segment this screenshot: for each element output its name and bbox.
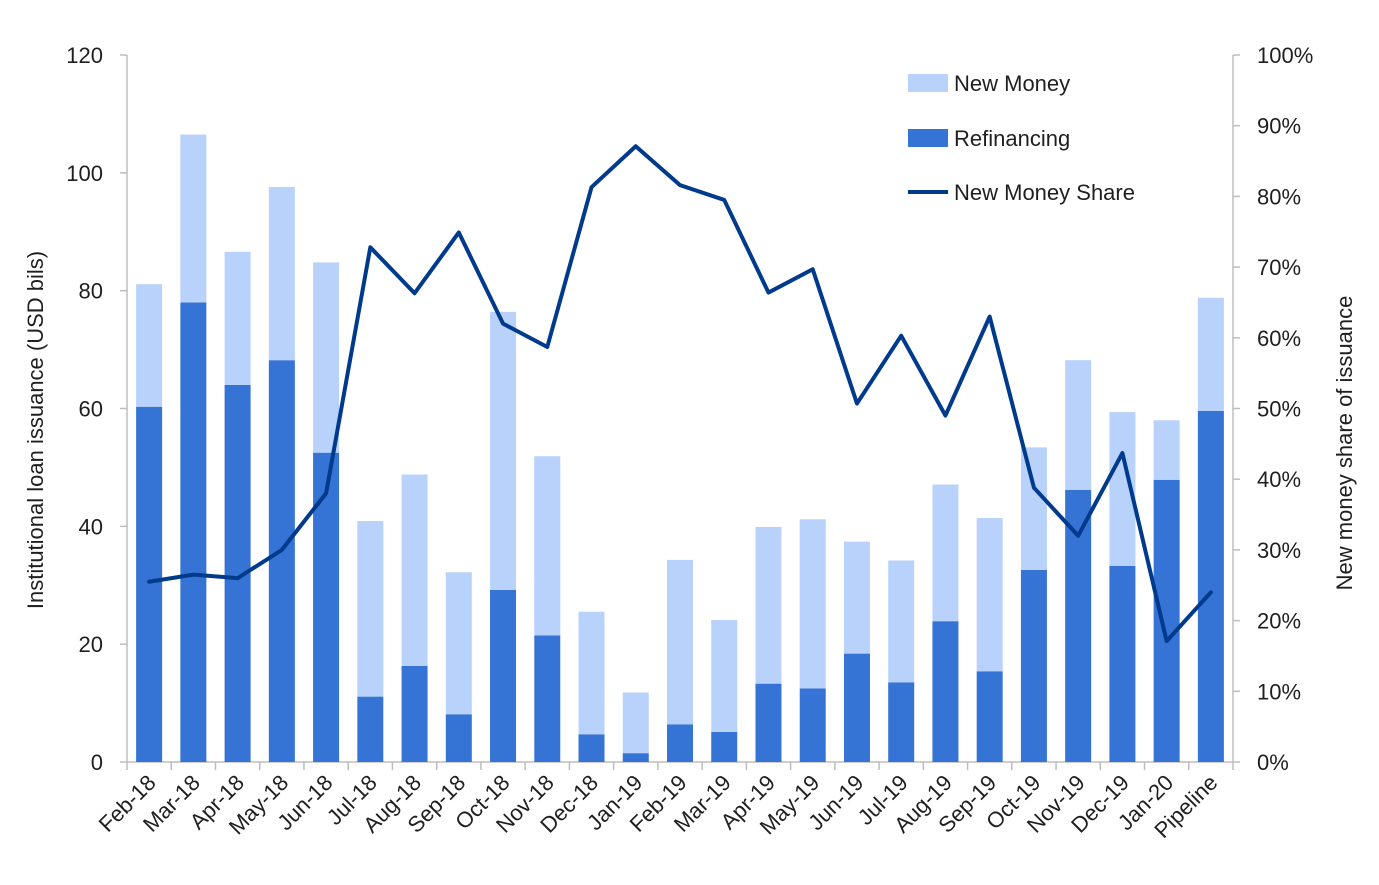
bar-new-money — [976, 518, 1003, 672]
bar-refinancing — [401, 665, 428, 762]
legend-label-refinancing: Refinancing — [954, 126, 1070, 151]
y2-tick-label: 10% — [1257, 679, 1301, 704]
bar-refinancing — [1153, 479, 1180, 762]
bar-refinancing — [1020, 569, 1047, 762]
bar-refinancing — [1109, 565, 1136, 762]
bar-new-money — [1020, 447, 1047, 570]
bar-new-money — [932, 484, 959, 622]
y2-axis-title: New money share of issuance — [1332, 296, 1357, 591]
y-tick-label: 60 — [79, 397, 103, 422]
legend: New Money Refinancing New Money Share — [908, 71, 1135, 205]
y2-tick-label: 40% — [1257, 467, 1301, 492]
bar-new-money — [1197, 297, 1224, 411]
bar-new-money — [667, 559, 693, 725]
y2-tick-label: 70% — [1257, 255, 1301, 280]
bar-refinancing — [445, 714, 472, 762]
bar-new-money — [445, 572, 472, 715]
y-tick-label: 100 — [66, 161, 103, 186]
y2-tick-label: 20% — [1257, 609, 1301, 634]
bar-refinancing — [755, 683, 782, 762]
bar-new-money — [1153, 420, 1180, 480]
legend-label-new-money: New Money — [954, 71, 1070, 96]
bar-refinancing — [534, 635, 561, 762]
bar-refinancing — [578, 734, 605, 762]
bar-refinancing — [180, 302, 207, 762]
bar-new-money — [711, 620, 738, 732]
bar-refinancing — [622, 753, 649, 762]
bar-new-money — [843, 541, 870, 654]
bar-refinancing — [490, 589, 517, 762]
bar-new-money — [799, 519, 826, 689]
y2-tick-label: 90% — [1257, 114, 1301, 139]
bar-refinancing — [313, 452, 340, 762]
bar-refinancing — [843, 653, 870, 762]
legend-label-new-money-share: New Money Share — [954, 180, 1135, 205]
bar-refinancing — [667, 724, 693, 762]
legend-swatch-refinancing — [908, 129, 948, 147]
bar-refinancing — [711, 731, 738, 762]
x-axis-ticks: Feb-18Mar-18Apr-18May-18Jun-18Jul-18Aug-… — [94, 762, 1234, 843]
bar-new-money — [268, 186, 295, 361]
y-tick-label: 20 — [79, 632, 103, 657]
y-tick-label: 40 — [79, 514, 103, 539]
bar-new-money — [1065, 360, 1092, 490]
y-tick-label: 80 — [79, 279, 103, 304]
bar-refinancing — [268, 360, 295, 762]
bars — [136, 134, 1224, 762]
bar-refinancing — [1197, 410, 1224, 762]
bar-refinancing — [976, 671, 1003, 762]
y2-tick-label: 50% — [1257, 397, 1301, 422]
bar-new-money — [401, 474, 428, 666]
line-new-money-share — [147, 144, 1213, 644]
y2-tick-label: 30% — [1257, 538, 1301, 563]
y-tick-label: 0 — [91, 750, 103, 775]
bar-refinancing — [1065, 489, 1092, 762]
y2-tick-label: 100% — [1257, 43, 1313, 68]
line-series — [147, 144, 1213, 644]
bar-new-money — [888, 560, 915, 683]
bar-new-money — [136, 284, 163, 407]
bar-refinancing — [932, 621, 959, 762]
bar-new-money — [755, 526, 782, 684]
y-tick-label: 120 — [66, 43, 103, 68]
bar-new-money — [490, 311, 517, 590]
y2-tick-label: 0% — [1257, 750, 1289, 775]
bar-refinancing — [136, 406, 163, 762]
right-axis-ticks: 0% 10% 20% 30% 40% 50% 60% 70% 80% 90% 100% — [1233, 43, 1313, 775]
bar-new-money — [180, 134, 207, 303]
bar-new-money — [534, 456, 561, 636]
bar-new-money — [224, 251, 251, 385]
y2-tick-label: 60% — [1257, 326, 1301, 351]
y-axis-title: Institutional loan issuance (USD bils) — [23, 251, 48, 609]
left-axis-ticks: 0 20 40 60 80 100 120 — [66, 43, 127, 775]
legend-swatch-new-money — [908, 74, 948, 92]
bar-refinancing — [888, 682, 915, 762]
bar-refinancing — [357, 696, 384, 762]
bar-new-money — [313, 262, 340, 453]
bar-refinancing — [799, 688, 826, 762]
bar-new-money — [578, 611, 605, 735]
bar-new-money — [357, 521, 384, 697]
y2-tick-label: 80% — [1257, 184, 1301, 209]
bar-new-money — [622, 692, 649, 754]
